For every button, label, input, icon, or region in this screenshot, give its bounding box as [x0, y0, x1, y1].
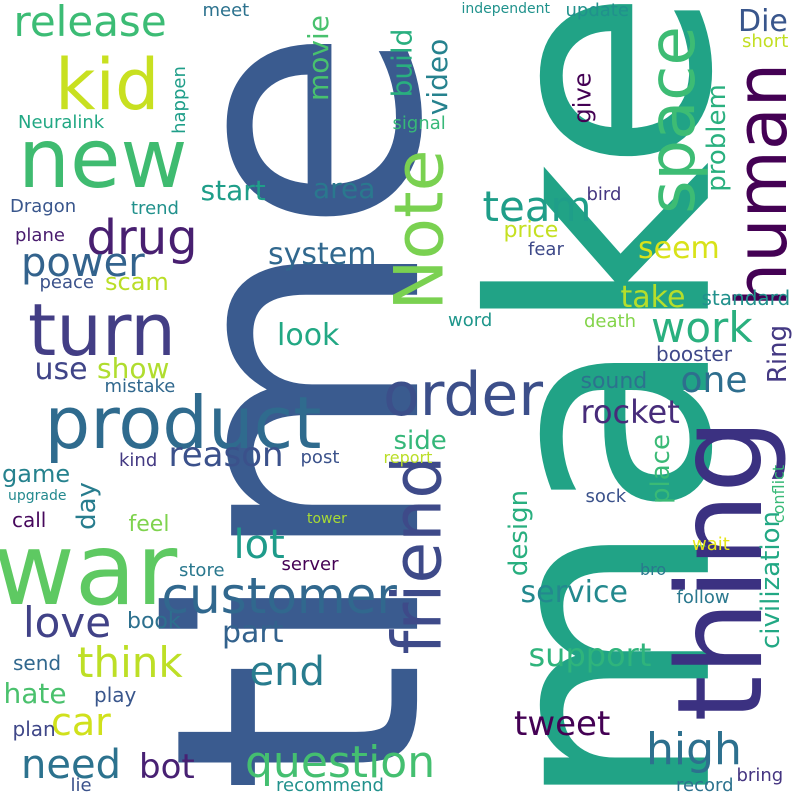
word-record: record	[676, 775, 734, 796]
word-think: think	[77, 638, 183, 687]
word-book: book	[127, 609, 181, 634]
word-booster: booster	[656, 342, 732, 366]
word-peace: peace	[39, 272, 95, 293]
word-tower: tower	[307, 511, 347, 527]
word-feel: feel	[128, 512, 170, 537]
word-plane: plane	[15, 225, 65, 246]
word-bring: bring	[736, 765, 784, 786]
word-death: death	[584, 311, 636, 332]
word-show: show	[97, 352, 170, 385]
word-seem: seem	[638, 231, 720, 266]
word-work: work	[651, 303, 753, 352]
word-take: take	[620, 280, 686, 315]
word-store: store	[179, 560, 225, 581]
word-love: love	[23, 598, 112, 647]
word-signal: signal	[392, 113, 446, 134]
word-sound: sound	[580, 369, 648, 394]
word-dragon: Dragon	[10, 196, 77, 217]
word-start: start	[200, 174, 266, 207]
word-die: Die	[738, 4, 788, 39]
word-bot: bot	[139, 747, 195, 787]
word-neuralink: Neuralink	[18, 112, 105, 133]
word-standard: standard	[701, 286, 791, 310]
word-happen: happen	[168, 66, 190, 134]
word-place: place	[645, 434, 676, 504]
word-system: system	[268, 237, 377, 272]
word-rocket: rocket	[580, 393, 680, 431]
word-movie: movie	[301, 15, 335, 101]
word-build: build	[384, 28, 418, 98]
word-reason: reason	[168, 435, 284, 475]
word-send: send	[13, 651, 62, 675]
word-plan: plan	[12, 717, 56, 741]
word-post: post	[300, 447, 340, 468]
word-wait: wait	[692, 534, 730, 555]
word-lie: lie	[70, 775, 92, 796]
word-tweet: tweet	[514, 704, 611, 744]
word-kind: kind	[119, 450, 158, 471]
word-team: team	[482, 182, 592, 231]
word-civilization: civilization	[755, 511, 786, 649]
word-end: end	[249, 649, 325, 695]
word-report: report	[383, 448, 433, 467]
word-use: use	[34, 352, 88, 387]
word-need: need	[21, 742, 121, 788]
word-side: side	[393, 426, 447, 456]
word-scam: scam	[105, 268, 169, 296]
word-service: service	[520, 575, 628, 610]
word-recommend: recommend	[276, 775, 384, 796]
word-area: area	[313, 172, 376, 205]
word-look: look	[277, 318, 340, 353]
word-server: server	[281, 554, 339, 575]
word-meet: meet	[202, 0, 250, 21]
word-follow: follow	[676, 587, 730, 608]
word-space: space	[635, 26, 710, 214]
word-customer: customer	[161, 567, 397, 625]
word-question: question	[245, 737, 436, 788]
word-bro: bro	[640, 560, 667, 579]
word-ring: Ring	[763, 324, 794, 384]
word-call: call	[12, 508, 47, 532]
word-bird: bird	[586, 184, 622, 205]
word-power: power	[21, 240, 145, 286]
word-release: release	[13, 0, 167, 46]
word-hate: hate	[3, 677, 67, 710]
word-day: day	[71, 482, 102, 530]
word-game: game	[2, 460, 71, 488]
word-high: high	[646, 724, 742, 775]
word-update: update	[565, 0, 629, 21]
word-upgrade: upgrade	[8, 488, 67, 504]
word-note: Note	[379, 149, 459, 311]
word-video: video	[421, 38, 455, 116]
word-order: order	[383, 360, 543, 430]
word-new: new	[18, 112, 188, 207]
word-give: give	[567, 72, 596, 124]
word-product: product	[44, 381, 322, 465]
word-part: part	[222, 615, 284, 650]
word-problem: problem	[701, 84, 732, 192]
word-sock: sock	[585, 486, 627, 507]
word-mistake: mistake	[104, 376, 176, 397]
word-support: support	[528, 636, 652, 674]
word-play: play	[94, 683, 137, 707]
word-design: design	[504, 489, 535, 577]
word-word: word	[448, 310, 493, 331]
word-trend: trend	[131, 198, 179, 219]
word-price: price	[503, 218, 559, 243]
word-independent: independent	[461, 1, 551, 17]
word-lot: lot	[233, 522, 285, 568]
word-war: war	[0, 511, 178, 628]
word-one: one	[680, 360, 748, 401]
word-conflict: conflict	[769, 464, 789, 524]
word-fear: fear	[528, 239, 564, 260]
word-car: car	[51, 700, 111, 744]
word-kid: kid	[55, 44, 160, 126]
word-short: short	[742, 31, 789, 52]
word-drug: drug	[86, 210, 198, 266]
word-turn: turn	[28, 288, 176, 372]
word-human: human	[721, 62, 800, 308]
